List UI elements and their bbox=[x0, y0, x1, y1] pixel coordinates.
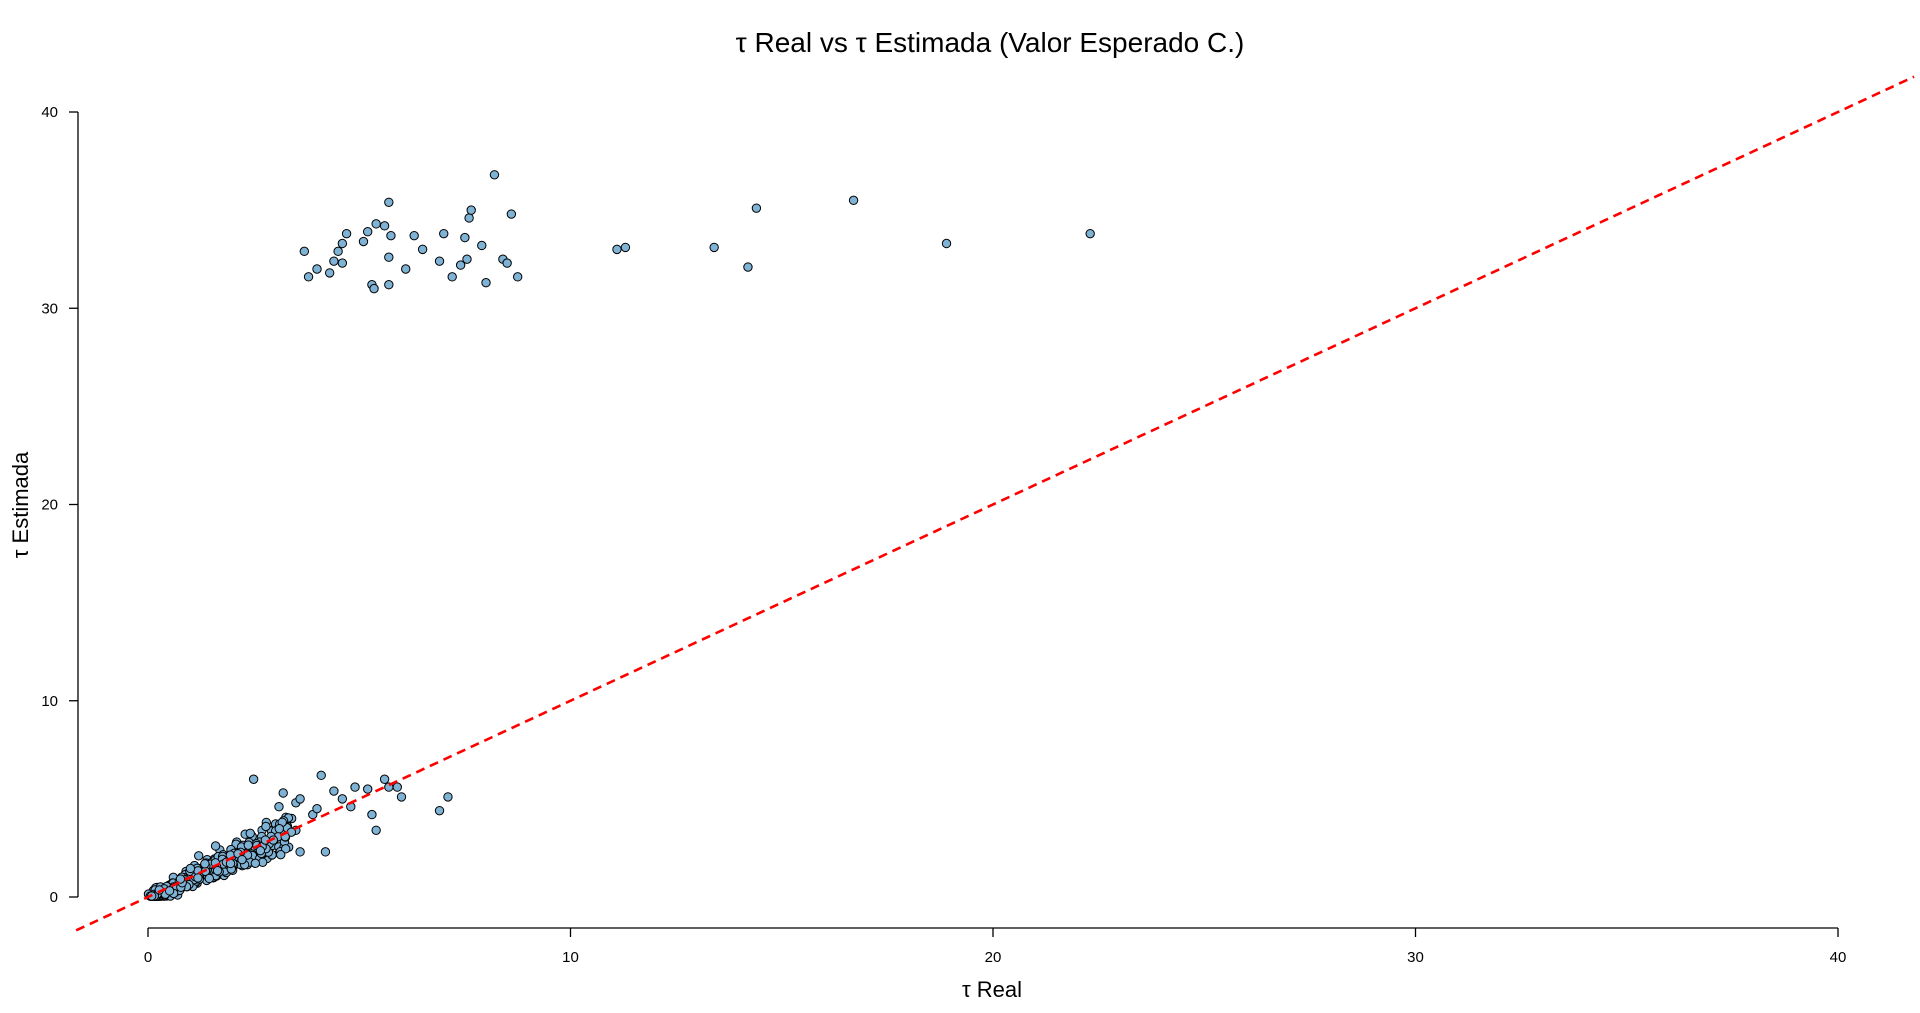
x-tick-label: 20 bbox=[985, 949, 1002, 966]
chart-title: τ Real vs τ Estimada (Valor Esperado C.) bbox=[736, 27, 1245, 58]
data-point bbox=[506, 209, 517, 219]
data-point bbox=[392, 782, 402, 792]
data-point bbox=[367, 809, 377, 820]
data-point bbox=[481, 278, 491, 288]
data-point bbox=[612, 244, 622, 255]
data-point bbox=[210, 841, 221, 851]
data-point bbox=[194, 851, 204, 861]
data-point bbox=[384, 197, 394, 207]
data-point bbox=[434, 256, 445, 266]
data-point bbox=[460, 232, 470, 243]
data-point bbox=[447, 272, 457, 282]
x-axis-ticks: 0 10 20 30 40 bbox=[144, 928, 1847, 966]
data-point bbox=[329, 256, 339, 266]
data-point bbox=[371, 219, 381, 229]
data-point bbox=[489, 170, 500, 180]
data-point bbox=[341, 228, 352, 239]
data-point bbox=[371, 825, 381, 835]
data-point bbox=[384, 280, 394, 290]
data-point bbox=[396, 792, 407, 802]
data-point bbox=[312, 803, 322, 814]
data-point bbox=[204, 873, 215, 884]
data-point bbox=[255, 846, 266, 856]
y-tick-label: 0 bbox=[50, 889, 58, 906]
x-tick-label: 30 bbox=[1407, 949, 1424, 966]
data-point bbox=[709, 242, 719, 253]
data-point bbox=[250, 858, 261, 869]
y-tick-label: 40 bbox=[41, 104, 58, 121]
data-point bbox=[274, 802, 284, 812]
data-point bbox=[386, 230, 396, 241]
x-axis-label: τ Real bbox=[962, 977, 1022, 1002]
data-point bbox=[464, 213, 474, 223]
data-point bbox=[443, 792, 453, 802]
data-point bbox=[274, 824, 284, 834]
data-point bbox=[358, 236, 369, 247]
data-point bbox=[303, 272, 314, 282]
data-point bbox=[276, 850, 286, 860]
data-point bbox=[329, 786, 339, 796]
data-point bbox=[941, 238, 952, 249]
data-point bbox=[363, 784, 373, 794]
data-point bbox=[848, 195, 859, 206]
data-point bbox=[185, 863, 196, 874]
data-point bbox=[466, 205, 476, 215]
reference-line-dashed bbox=[75, 75, 1915, 932]
data-point bbox=[212, 866, 223, 876]
data-point bbox=[337, 238, 348, 249]
data-point bbox=[280, 844, 291, 854]
data-point bbox=[200, 859, 210, 869]
data-point bbox=[379, 221, 390, 231]
data-point bbox=[743, 262, 753, 272]
data-point bbox=[333, 246, 343, 257]
data-point bbox=[245, 828, 255, 839]
data-point bbox=[751, 203, 762, 213]
data-point bbox=[175, 874, 186, 884]
data-point bbox=[243, 840, 253, 850]
data-point bbox=[434, 805, 445, 816]
data-point bbox=[337, 794, 348, 804]
x-tick-label: 10 bbox=[562, 949, 579, 966]
data-point bbox=[417, 244, 428, 255]
data-point bbox=[316, 770, 326, 781]
y-tick-label: 10 bbox=[41, 693, 58, 710]
data-points bbox=[143, 170, 1095, 901]
data-point bbox=[337, 258, 348, 268]
data-point bbox=[384, 252, 394, 262]
data-point bbox=[455, 260, 466, 270]
x-tick-label: 40 bbox=[1830, 949, 1847, 966]
data-point bbox=[439, 228, 449, 239]
data-point bbox=[369, 283, 379, 294]
data-point bbox=[320, 847, 331, 857]
data-point bbox=[295, 794, 305, 804]
data-point bbox=[350, 782, 360, 792]
data-point bbox=[379, 774, 390, 784]
y-axis-ticks: 0 10 20 30 40 bbox=[41, 104, 78, 906]
y-tick-label: 20 bbox=[41, 497, 58, 514]
y-axis-label: τ Estimada bbox=[8, 451, 33, 558]
data-point bbox=[248, 774, 259, 784]
data-point bbox=[324, 268, 335, 278]
data-point bbox=[261, 821, 271, 832]
data-point bbox=[299, 246, 310, 257]
data-point bbox=[477, 240, 487, 251]
data-point bbox=[620, 242, 631, 253]
data-point bbox=[502, 258, 512, 268]
data-point bbox=[512, 272, 523, 282]
data-point bbox=[1085, 228, 1095, 239]
data-point bbox=[295, 847, 305, 857]
data-point bbox=[193, 873, 203, 883]
data-point bbox=[409, 230, 419, 241]
data-point bbox=[237, 854, 247, 865]
data-point bbox=[401, 264, 411, 274]
data-point bbox=[462, 254, 472, 264]
data-point bbox=[278, 788, 288, 798]
data-point bbox=[312, 264, 322, 274]
x-tick-label: 0 bbox=[144, 949, 152, 966]
data-point bbox=[164, 886, 175, 896]
data-point bbox=[363, 227, 373, 237]
y-tick-label: 30 bbox=[41, 300, 58, 317]
